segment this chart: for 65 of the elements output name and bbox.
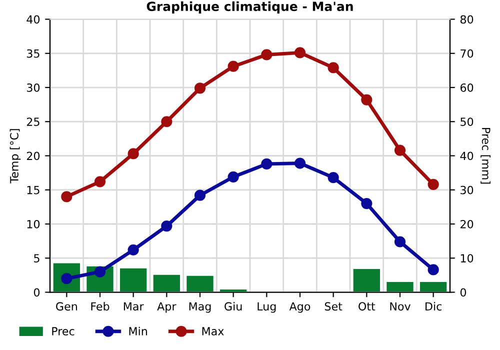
- point: [294, 47, 306, 58]
- bar: [386, 282, 414, 292]
- point: [328, 172, 339, 184]
- point: [228, 60, 239, 72]
- x-tick-label: Apr: [157, 302, 176, 313]
- point: [228, 171, 239, 182]
- point: [128, 148, 139, 160]
- y-axis-title: Temp [°C]: [10, 129, 21, 184]
- point: [128, 244, 139, 256]
- point: [161, 220, 172, 232]
- point: [328, 62, 339, 74]
- y2-tick-label: 80: [460, 15, 474, 24]
- y-tick-label: 30: [26, 83, 40, 92]
- point: [361, 198, 372, 210]
- y2-tick-label: 50: [460, 118, 474, 126]
- x-tick-label: Nov: [390, 302, 411, 311]
- chart-title: Graphique climatique - Ma'an: [146, 1, 353, 14]
- point: [194, 190, 206, 201]
- point: [194, 82, 206, 94]
- legend-label: Max: [202, 327, 224, 336]
- x-tick-label: Feb: [91, 302, 110, 311]
- x-tick-label: Set: [324, 302, 342, 311]
- y-tick-label: 0: [34, 288, 40, 297]
- y2-tick-label: 60: [460, 83, 474, 92]
- point: [94, 266, 106, 278]
- y2-tick-label: 20: [460, 220, 474, 228]
- y2-tick-label: 10: [460, 254, 474, 263]
- y-tick-label: 5: [34, 254, 40, 263]
- x-tick-label: Mag: [189, 302, 211, 313]
- y-tick-label: 35: [26, 49, 40, 58]
- point: [261, 158, 272, 170]
- point: [428, 178, 439, 190]
- y-tick-label: 20: [26, 152, 40, 160]
- y2-tick-label: 40: [460, 152, 474, 160]
- bar: [353, 269, 380, 292]
- bar: [153, 274, 180, 292]
- bar: [120, 268, 147, 292]
- y-tick-label: 10: [27, 220, 40, 228]
- y-tick-label: 15: [27, 186, 40, 194]
- point: [428, 264, 439, 276]
- point: [261, 49, 272, 60]
- point: [361, 94, 372, 106]
- x-tick-label: Ott: [358, 302, 376, 311]
- x-tick-label: Lug: [258, 302, 276, 313]
- legend-label: Prec: [52, 327, 74, 336]
- y2-tick-label: 70: [460, 49, 474, 58]
- y-tick-label: 25: [26, 118, 40, 126]
- point: [394, 236, 406, 248]
- point: [94, 176, 106, 188]
- point: [61, 191, 72, 202]
- y2-tick-label: 30: [460, 186, 474, 194]
- x-tick-label: Mar: [124, 302, 144, 311]
- x-tick-label: Giu: [224, 302, 242, 311]
- x-tick-label: Gen: [56, 302, 77, 311]
- y-tick-label: 40: [26, 15, 40, 24]
- x-tick-label: Ago: [289, 302, 310, 313]
- point: [294, 158, 306, 169]
- legend-label: Min: [129, 326, 147, 336]
- y2-axis-title: Prec [mm]: [480, 128, 491, 184]
- point: [394, 144, 406, 156]
- bar: [186, 276, 214, 292]
- point: [161, 116, 172, 128]
- x-tick-label: Dic: [426, 302, 442, 311]
- bar: [420, 282, 447, 292]
- y2-tick-label: 0: [460, 288, 466, 297]
